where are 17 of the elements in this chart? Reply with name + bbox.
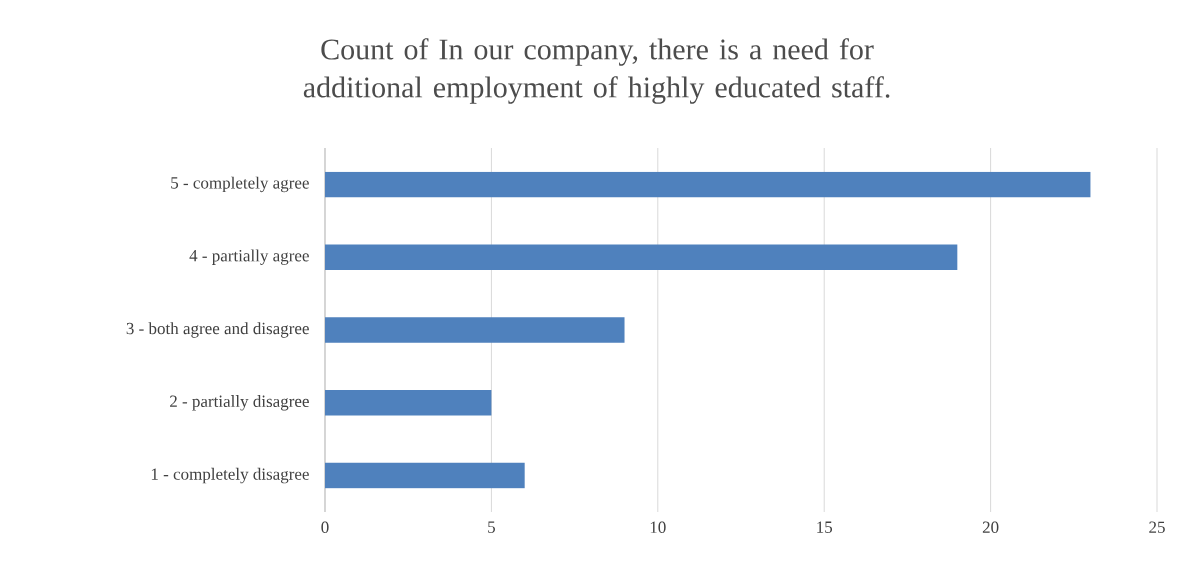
x-tick-label: 20 <box>982 521 999 534</box>
chart-title: Count of In our company, there is a need for additional employment of highly educated staff. <box>303 38 890 104</box>
bar <box>325 462 525 489</box>
x-tick-label: 0 <box>321 521 329 534</box>
x-tick-label: 5 <box>488 521 495 533</box>
bar <box>325 390 492 416</box>
x-tick-label: 25 <box>1149 521 1165 533</box>
y-tick-label: 1 - completely disagree <box>151 467 309 484</box>
x-tick-label: 15 <box>817 521 833 533</box>
bar <box>325 317 625 343</box>
y-tick-label: 3 - both agree and disagree <box>126 322 309 338</box>
y-tick-label: 4 - partially agree <box>189 249 309 265</box>
y-tick-label: 2 - partially disagree <box>170 395 309 411</box>
bar <box>325 171 1091 198</box>
y-tick-label: 5 - completely agree <box>171 176 309 193</box>
bar <box>325 244 958 270</box>
x-tick-label: 10 <box>650 521 666 534</box>
